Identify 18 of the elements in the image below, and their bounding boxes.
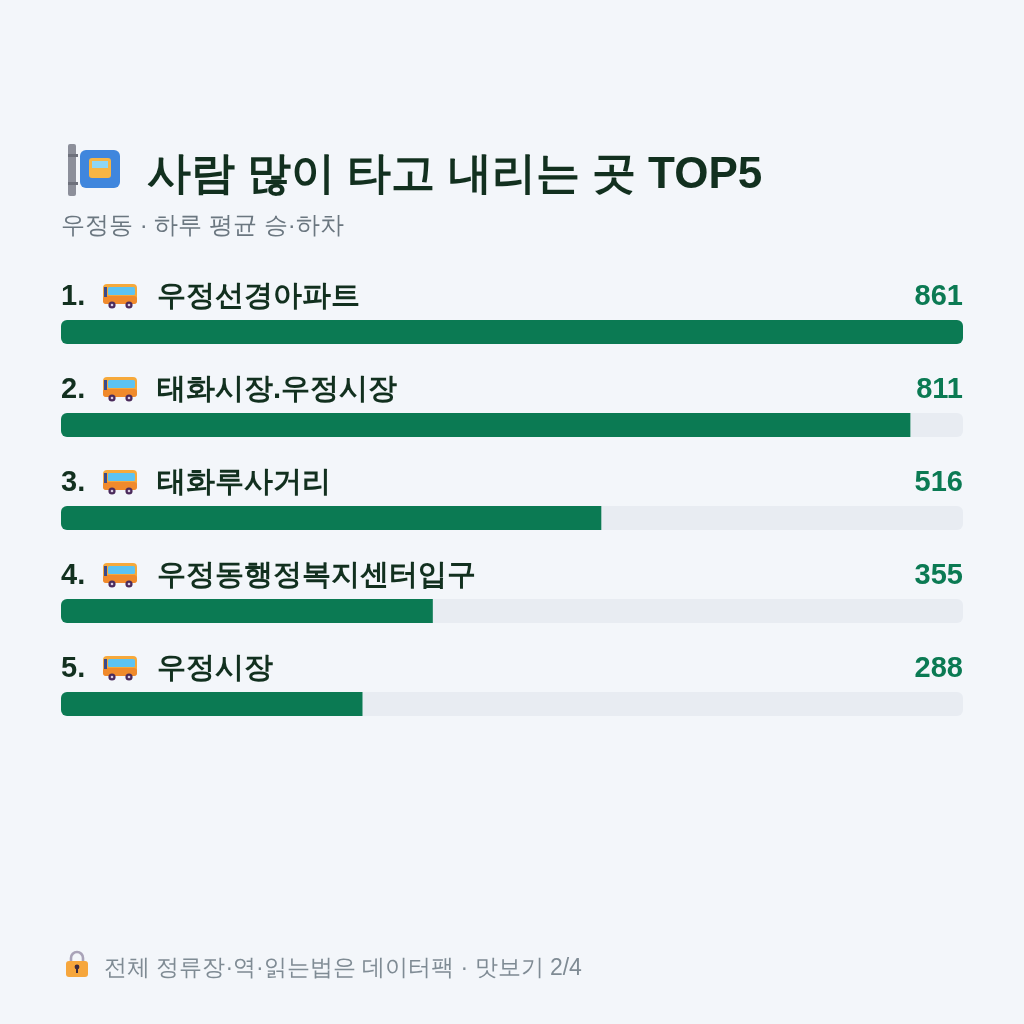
data-label: 355	[914, 558, 963, 590]
category: 우정선경아파트	[157, 279, 360, 311]
data-label: 861	[914, 279, 963, 311]
data-label: 811	[916, 372, 963, 404]
subtitle: 우정동 · 하루 평균 승·하차	[61, 211, 344, 238]
annotation: 전체 정류장·역·읽는법은 데이터팩 · 맛보기 2/4	[104, 954, 582, 980]
category-rank: 5.	[61, 651, 86, 683]
category-rank: 3.	[61, 465, 86, 497]
category-rank: 2.	[61, 372, 86, 404]
category-rank: 4.	[61, 558, 86, 590]
category: 우정시장	[157, 651, 273, 683]
data-label: 288	[914, 651, 963, 683]
category: 태화시장.우정시장	[157, 372, 398, 404]
category: 우정동행정복지센터입구	[157, 558, 476, 590]
title: 사람 많이 타고 내리는 곳 TOP5	[147, 148, 763, 197]
category-rank: 1.	[61, 279, 86, 311]
category: 태화루사거리	[157, 465, 331, 497]
data-label: 516	[914, 465, 963, 497]
